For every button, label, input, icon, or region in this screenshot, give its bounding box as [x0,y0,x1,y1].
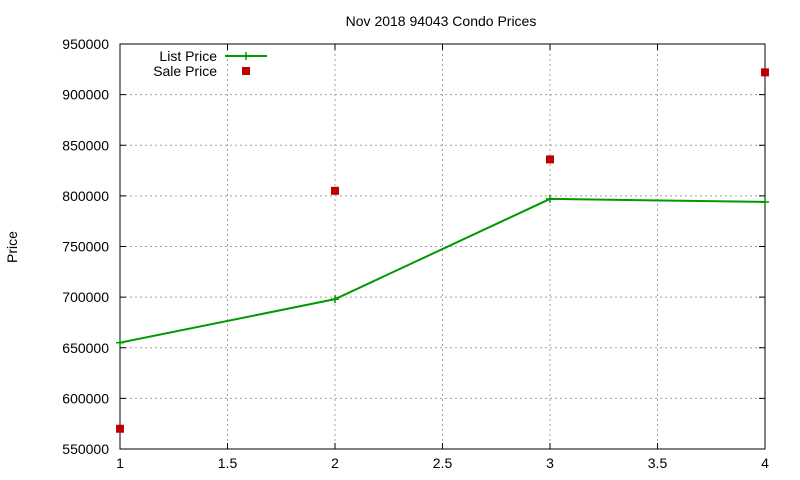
y-tick-label: 950000 [62,36,109,52]
y-tick-label: 850000 [62,137,109,153]
sale-price-point [116,424,124,433]
x-tick-label: 3.5 [648,455,668,471]
list-price-point [116,338,124,347]
legend-plus-marker [242,52,250,60]
y-tick-label: 900000 [62,87,109,103]
y-tick-label: 800000 [62,188,109,204]
x-tick-label: 2.5 [433,455,453,471]
x-tick-labels: 1 1.5 2 2.5 3 3.5 4 [116,455,769,471]
y-tick-label: 650000 [62,340,109,356]
list-price-point [761,197,769,206]
y-tick-label: 600000 [62,390,109,406]
grid-lines [120,44,765,449]
list-price-point [331,295,339,304]
x-tick-label: 3 [546,455,554,471]
series-0 [116,194,769,347]
x-tick-label: 1.5 [218,455,238,471]
y-axis-label: Price [4,231,20,263]
series-1 [116,68,769,433]
sale-price-point [761,68,769,77]
list-price-line [119,197,766,344]
legend-label: Sale Price [153,63,217,79]
y-tick-label: 550000 [62,441,109,457]
sale-price-point [331,186,339,195]
x-tick-label: 2 [331,455,339,471]
y-tick-label: 750000 [62,239,109,255]
chart-title: Nov 2018 94043 Condo Prices [346,13,537,29]
list-price-point [546,194,554,203]
sale-price-point [546,155,554,164]
legend-label: List Price [159,48,217,64]
x-tick-label: 4 [761,455,769,471]
x-tick-label: 1 [116,455,124,471]
y-tick-labels: 550000 600000 650000 700000 750000 800000 8500… [62,36,109,457]
axis-ticks [119,43,766,450]
y-tick-label: 700000 [62,289,109,305]
series-marks [116,68,769,433]
legend-square-swatch [242,67,250,75]
